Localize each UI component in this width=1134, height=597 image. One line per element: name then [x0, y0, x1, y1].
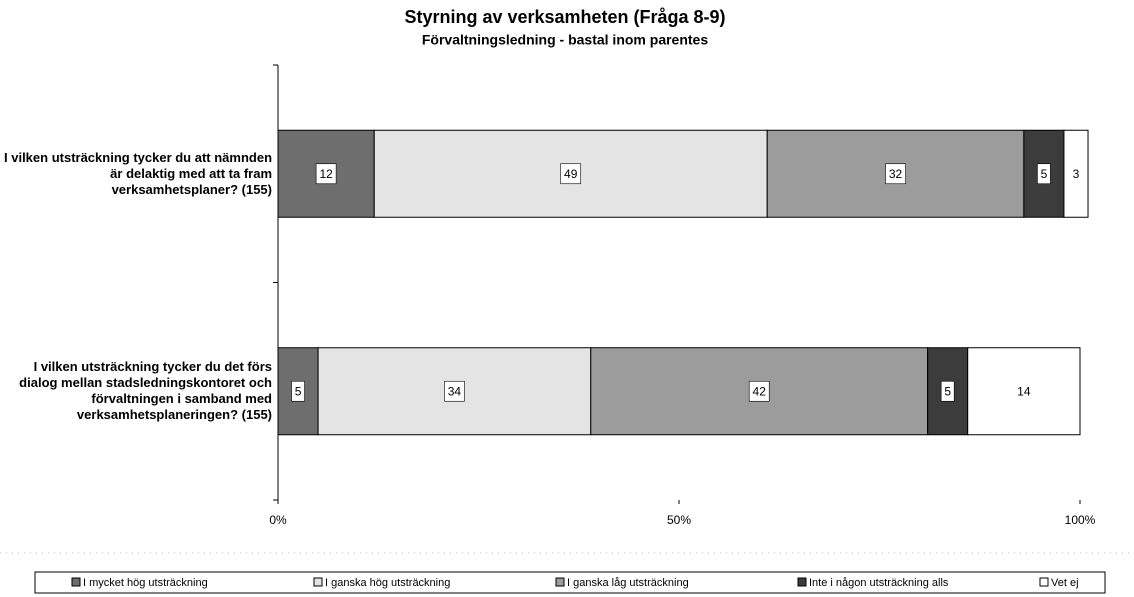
data-label-box: [1013, 381, 1034, 402]
legend-swatch: [313, 577, 323, 587]
legend-label: I ganska hög utsträckning: [325, 577, 450, 589]
data-label-box: [1069, 163, 1083, 184]
category-label: I vilken utsträckning tycker du det förs…: [19, 359, 272, 423]
data-label-box: [885, 163, 906, 185]
data-label: 5: [1041, 167, 1048, 181]
legend-swatch: [1039, 577, 1049, 587]
legend-label: Vet ej: [1051, 577, 1079, 589]
x-tick-label: 100%: [1065, 513, 1096, 527]
legend-swatch: [71, 577, 81, 587]
data-label-box: [748, 380, 770, 402]
category-label: I vilken utsträckning tycker du att nämn…: [4, 149, 273, 197]
data-label: 12: [319, 167, 333, 181]
data-label-box: [315, 163, 337, 185]
data-label-box: [444, 380, 465, 402]
data-label: 5: [944, 384, 951, 398]
data-label: 14: [1017, 384, 1031, 398]
x-tick-label: 50%: [667, 513, 691, 527]
data-label: 34: [448, 384, 462, 398]
data-label-box: [1037, 163, 1051, 185]
legend-label: I mycket hög utsträckning: [83, 577, 208, 589]
data-label: 32: [889, 167, 903, 181]
data-label: 42: [753, 384, 767, 398]
data-label: 49: [564, 167, 578, 181]
chart-title: Styrning av verksamheten (Fråga 8-9): [404, 7, 725, 27]
data-label: 3: [1073, 167, 1080, 181]
legend-label: Inte i någon utsträckning alls: [809, 577, 949, 589]
data-label-box: [940, 380, 955, 402]
chart-subtitle: Förvaltningsledning - bastal inom parent…: [422, 32, 708, 48]
legend-swatch: [797, 577, 807, 587]
data-label-box: [291, 380, 305, 402]
legend-label: I ganska låg utsträckning: [567, 577, 689, 589]
x-tick-label: 0%: [269, 513, 287, 527]
legend-swatch: [555, 577, 565, 587]
data-label: 5: [295, 384, 302, 398]
data-label-box: [560, 163, 582, 185]
legend-box: [34, 571, 1106, 594]
